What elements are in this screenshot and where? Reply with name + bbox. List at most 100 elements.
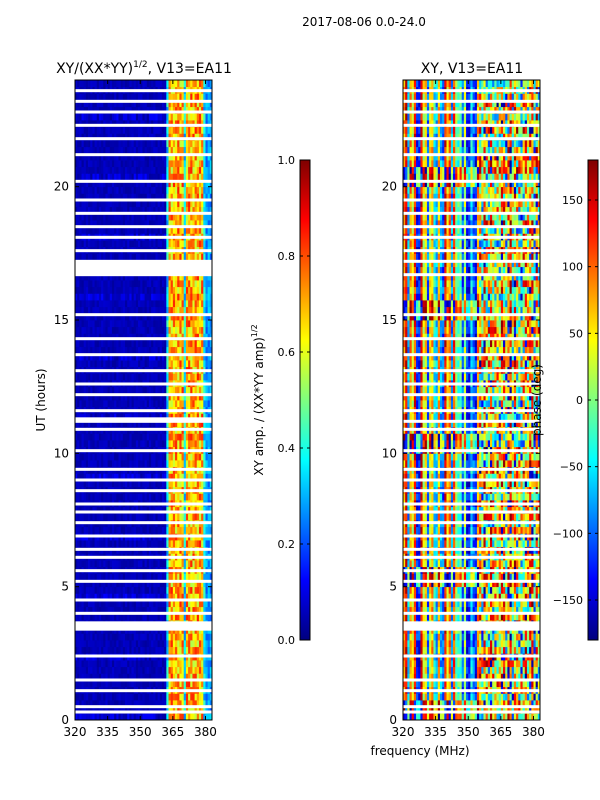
- heatmap-cell: [183, 526, 187, 534]
- heatmap-cell: [79, 226, 82, 234]
- heatmap-cell: [138, 400, 141, 408]
- heatmap-cell: [83, 240, 87, 248]
- heatmap-cell: [209, 340, 212, 348]
- heatmap-cell: [111, 586, 115, 594]
- heatmap-cell: [196, 666, 200, 674]
- heatmap-cell: [146, 660, 150, 668]
- heatmap-cell: [122, 220, 126, 228]
- heatmap-cell: [161, 360, 165, 368]
- heatmap-cell: [120, 320, 124, 328]
- heatmap-cell: [166, 573, 169, 581]
- heatmap-cell: [77, 213, 80, 221]
- heatmap-cell: [201, 526, 204, 534]
- heatmap-cell: [114, 493, 117, 501]
- heatmap-cell: [122, 400, 126, 408]
- heatmap-cell: [155, 326, 159, 334]
- heatmap-cell: [151, 633, 154, 641]
- heatmap-cell: [148, 700, 152, 708]
- heatmap-cell: [185, 400, 189, 408]
- heatmap-cell: [177, 693, 180, 701]
- heatmap-cell: [75, 293, 78, 301]
- heatmap-cell: [161, 580, 165, 588]
- heatmap-cell: [79, 300, 82, 308]
- heatmap-cell: [127, 240, 130, 248]
- heatmap-cell: [194, 560, 198, 568]
- heatmap-cell: [194, 240, 198, 248]
- heatmap-cell: [105, 633, 109, 641]
- heatmap-cell: [170, 200, 174, 208]
- heatmap-cell: [96, 200, 100, 208]
- heatmap-cell: [116, 353, 119, 361]
- heatmap-cell: [94, 540, 98, 548]
- heatmap-cell: [192, 326, 195, 334]
- heatmap-cell: [153, 333, 156, 341]
- heatmap-cell: [107, 300, 111, 308]
- heatmap-cell: [75, 200, 78, 208]
- heatmap-cell: [151, 386, 154, 394]
- heatmap-cell: [131, 580, 135, 588]
- heatmap-cell: [125, 493, 128, 501]
- heatmap-cell: [131, 206, 135, 214]
- heatmap-cell: [103, 346, 106, 354]
- heatmap-cell: [96, 560, 100, 568]
- heatmap-cell: [94, 633, 98, 641]
- heatmap-cell: [181, 600, 185, 608]
- heatmap-cell: [85, 473, 89, 481]
- heatmap-cell: [146, 386, 150, 394]
- heatmap-cell: [109, 373, 113, 381]
- heatmap-cell: [125, 386, 128, 394]
- heatmap-cell: [81, 600, 85, 608]
- heatmap-cell: [90, 666, 93, 674]
- heatmap-cell: [164, 673, 167, 681]
- heatmap-cell: [185, 360, 189, 368]
- heatmap-cell: [90, 286, 93, 294]
- heatmap-cell: [153, 226, 156, 234]
- heatmap-cell: [83, 493, 87, 501]
- heatmap-cell: [90, 340, 93, 348]
- heatmap-cell: [148, 273, 152, 281]
- heatmap-cell: [157, 373, 161, 381]
- heatmap-cell: [201, 273, 204, 281]
- heatmap-cell: [181, 253, 185, 261]
- heatmap-cell: [161, 460, 165, 468]
- heatmap-cell: [111, 433, 115, 441]
- heatmap-cell: [94, 200, 98, 208]
- heatmap-cell: [194, 480, 198, 488]
- heatmap-cell: [114, 193, 117, 201]
- heatmap-cell: [98, 313, 102, 321]
- heatmap-cell: [194, 540, 198, 548]
- heatmap-cell: [103, 600, 106, 608]
- heatmap-cell: [109, 340, 113, 348]
- heatmap-cell: [101, 293, 104, 301]
- heatmap-cell: [103, 586, 106, 594]
- heatmap-cell: [116, 453, 119, 461]
- heatmap-cell: [109, 440, 113, 448]
- heatmap-cell: [125, 206, 128, 214]
- heatmap-cell: [94, 313, 98, 321]
- heatmap-cell: [92, 200, 95, 208]
- heatmap-cell: [159, 573, 163, 581]
- heatmap-cell: [177, 640, 180, 648]
- heatmap-cell: [81, 300, 85, 308]
- heatmap-cell: [181, 580, 185, 588]
- heatmap-cell: [185, 286, 189, 294]
- heatmap-cell: [105, 493, 109, 501]
- heatmap-cell: [138, 666, 141, 674]
- heatmap-cell: [153, 606, 156, 614]
- heatmap-cell: [118, 540, 122, 548]
- heatmap-cell: [170, 293, 174, 301]
- heatmap-cell: [133, 313, 137, 321]
- heatmap-cell: [172, 420, 176, 428]
- heatmap-cell: [114, 300, 117, 308]
- heatmap-cell: [146, 293, 150, 301]
- heatmap-cell: [118, 460, 122, 468]
- heatmap-cell: [148, 433, 152, 441]
- heatmap-cell: [118, 526, 122, 534]
- heatmap-cell: [85, 373, 89, 381]
- heatmap-cell: [120, 646, 124, 654]
- heatmap-cell: [105, 306, 109, 314]
- heatmap-cell: [131, 666, 135, 674]
- heatmap-cell: [77, 666, 80, 674]
- heatmap-cell: [185, 606, 189, 614]
